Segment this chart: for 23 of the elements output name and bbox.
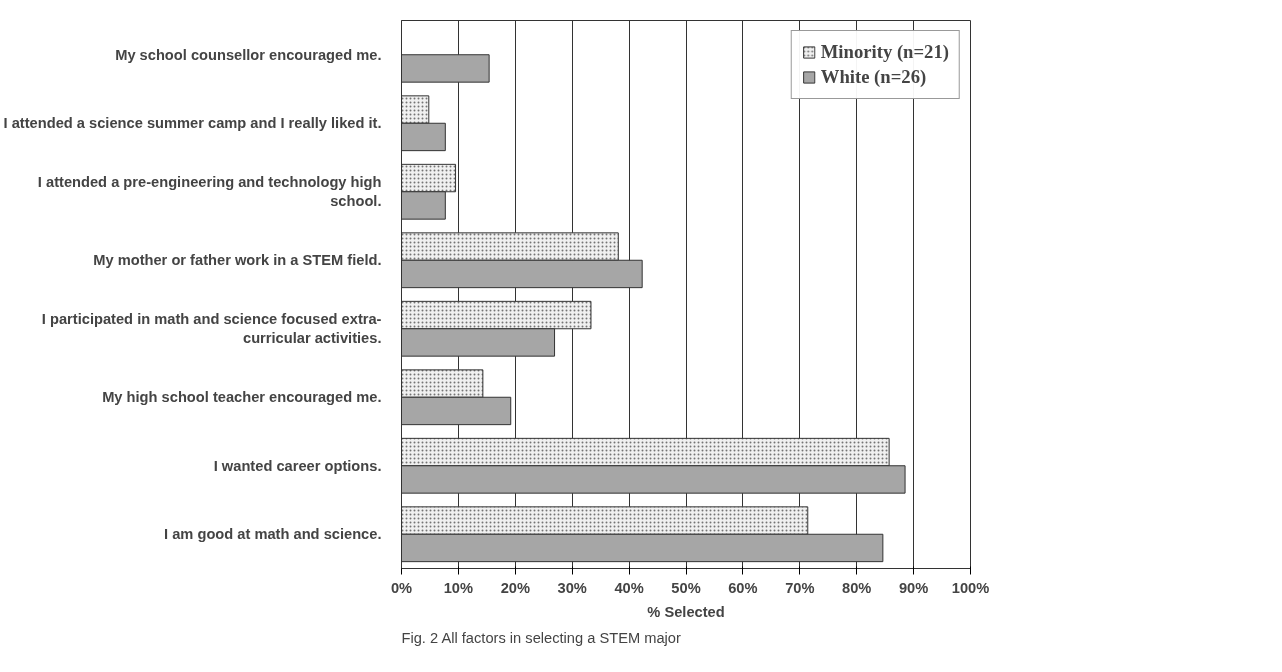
y-tick-label: I am good at math and science.: [164, 526, 382, 543]
y-tick-label: My mother or father work in a STEM field.: [93, 252, 382, 269]
caption: Fig. 2 All factors in selecting a STEM major: [401, 629, 681, 646]
y-tick-label: I attended a science summer camp and I really liked it.: [3, 115, 382, 132]
y-tick-label: My school counsellor encouraged me.: [115, 46, 382, 63]
x-tick-label: 30%: [557, 579, 587, 596]
x-tick-label: 80%: [842, 579, 872, 596]
y-tick-label: I wanted career options.: [213, 457, 382, 474]
x-tick-label: 90%: [898, 579, 929, 596]
legend-label: White (n=26): [820, 66, 927, 88]
x-tick-label: 40%: [614, 579, 644, 596]
x-tick-label: 20%: [500, 579, 530, 596]
x-tick-label: 50%: [671, 579, 701, 596]
y-tick-label: I attended a pre-engineering and technology high school.: [37, 174, 382, 210]
y-tick-label: I participated in math and science focused extra-curricular activities.: [41, 311, 382, 347]
x-tick-label: 10%: [443, 579, 474, 596]
y-tick-label: My high school teacher encouraged me.: [102, 389, 382, 406]
x-tick-label: 70%: [785, 579, 815, 596]
x-axis-title: % Selected: [647, 603, 725, 620]
x-tick-label: 60%: [728, 579, 758, 596]
legend-label: Minority (n=21): [820, 41, 949, 63]
x-tick-label: 100%: [951, 579, 990, 596]
x-tick-label: 0%: [390, 579, 413, 596]
